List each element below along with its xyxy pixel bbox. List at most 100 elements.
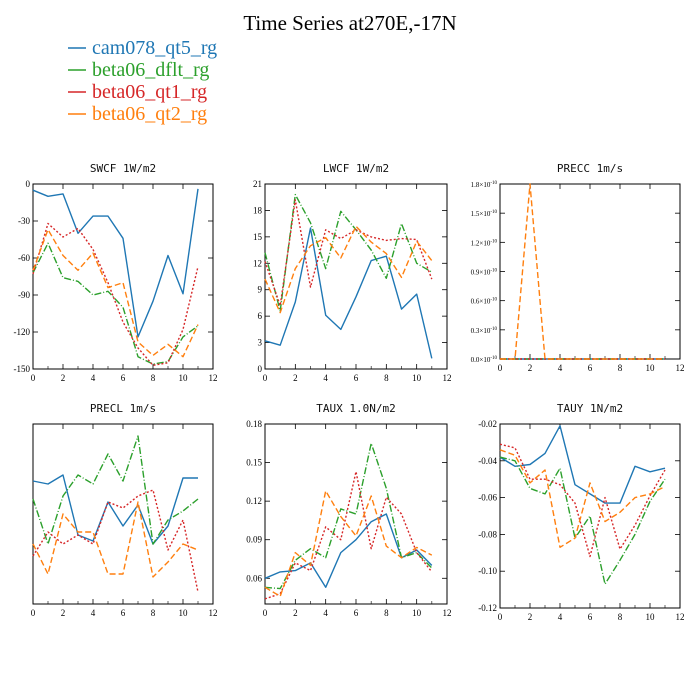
y-tick-exponent: -10 [490, 298, 497, 303]
y-tick-label: -0.08 [478, 529, 497, 539]
y-tick-label: 1.2×10-10 [471, 239, 498, 247]
y-tick-value: 0.3 [471, 327, 480, 335]
x-tick-label: 4 [91, 608, 96, 618]
x-tick-label: 0 [31, 608, 36, 618]
x-tick-label: 8 [151, 373, 156, 383]
x-tick-label: 8 [618, 363, 623, 373]
legend-label-cam078_qt5_rg: cam078_qt5_rg [92, 37, 217, 59]
y-tick-label: 0.6×10-10 [471, 298, 498, 306]
y-tick-label: -0.10 [478, 566, 497, 576]
y-tick-value: 0 [258, 364, 263, 374]
y-tick-label: 0.9×10-10 [471, 269, 498, 277]
x-tick-label: 4 [323, 608, 328, 618]
y-tick-value: 0.12 [246, 496, 262, 506]
y-tick-label: -0.04 [478, 456, 497, 466]
y-tick-label: -120 [14, 327, 31, 337]
series-line-cam078_qt5_rg [264, 227, 433, 359]
plot-frame [499, 183, 681, 360]
series-line-beta06_qt1_rg [499, 443, 666, 558]
series-line-beta06_qt2_rg [264, 225, 433, 314]
x-tick-label: 10 [179, 608, 189, 618]
y-tick-value: 0 [26, 179, 31, 189]
series-line-beta06_qt2_rg [499, 449, 666, 548]
y-tick-label: 0 [26, 179, 31, 189]
y-tick-multiplier: ×10 [479, 210, 490, 218]
y-tick-value: 1.8 [471, 181, 480, 189]
y-tick-value: -120 [14, 327, 31, 337]
x-tick-label: 4 [558, 612, 563, 622]
y-tick-value: 0.9 [471, 269, 480, 277]
y-tick-label: -90 [18, 290, 30, 300]
x-tick-label: 2 [293, 608, 298, 618]
panel-title: TAUX 1.0N/m2 [316, 402, 395, 415]
x-tick-label: 10 [179, 373, 189, 383]
y-tick-value: 1.5 [471, 210, 480, 218]
plot-frame [264, 423, 448, 605]
panel-5: TAUY 1N/m2 0 2 4 6 8 10 12 -0.02 -0.04 -0.06 -0.08 -… [478, 402, 684, 622]
series-line-beta06_qt2_rg [500, 183, 665, 360]
x-tick-label: 0 [263, 373, 268, 383]
x-tick-label: 4 [91, 373, 96, 383]
panel-title: LWCF 1W/m2 [323, 162, 389, 175]
y-tick-value: 1.2 [471, 239, 480, 247]
panel-1: LWCF 1W/m2 0 2 4 6 8 10 12 21 18 15 12 9 6 3 0 [253, 162, 452, 383]
x-tick-label: 2 [528, 612, 533, 622]
panel-2: PRECC 1m/s0 2 4 6 8 10 121.8×10-101.5×10-101.2… [471, 162, 685, 373]
y-tick-value: -0.10 [478, 566, 497, 576]
x-tick-label: 0 [263, 608, 268, 618]
x-tick-label: 10 [646, 612, 656, 622]
y-tick-multiplier: ×10 [479, 269, 490, 277]
x-tick-label: 2 [61, 608, 66, 618]
x-tick-label: 6 [354, 608, 359, 618]
y-tick-value: 3 [258, 338, 263, 348]
y-tick-value: 18 [253, 205, 263, 215]
series-line-beta06_qt2_rg [32, 228, 199, 358]
y-tick-label: -150 [14, 364, 31, 374]
x-tick-label: 6 [121, 608, 126, 618]
y-tick-value: 0.0 [471, 356, 480, 364]
y-tick-multiplier: ×10 [479, 298, 490, 306]
x-tick-label: 8 [384, 373, 389, 383]
y-tick-value: -0.04 [478, 456, 497, 466]
x-tick-label: 12 [676, 363, 685, 373]
y-tick-label: 1.5×10-10 [471, 210, 498, 218]
x-tick-label: 10 [412, 608, 422, 618]
panel-0: SWCF 1W/m2 0 2 4 6 8 10 12 0 -30 -60 -90 -120 -150 [14, 162, 218, 383]
y-tick-value: -60 [18, 253, 30, 263]
y-tick-value: -0.06 [478, 493, 497, 503]
y-tick-label: 6 [258, 311, 263, 321]
series-line-beta06_qt1_rg [264, 199, 433, 307]
y-tick-label: -0.06 [478, 493, 497, 503]
y-tick-value: -90 [18, 290, 30, 300]
x-tick-label: 0 [498, 612, 503, 622]
y-tick-label: 3 [258, 338, 263, 348]
series-line-beta06_qt2_rg [32, 501, 199, 578]
y-tick-label: 0.0×10-10 [471, 356, 498, 364]
x-tick-label: 10 [412, 373, 422, 383]
y-tick-label: 0 [258, 364, 263, 374]
y-tick-exponent: -10 [490, 356, 497, 361]
x-tick-label: 8 [618, 612, 623, 622]
y-tick-value: 9 [258, 285, 263, 295]
x-tick-label: 8 [384, 608, 389, 618]
y-tick-label: 0.09 [246, 535, 262, 545]
x-tick-label: 6 [588, 612, 593, 622]
y-tick-value: 21 [253, 179, 262, 189]
y-tick-label: -0.12 [478, 603, 497, 613]
x-tick-label: 2 [293, 373, 298, 383]
panel-3: PRECL 1m/s 0 2 4 6 8 10 12 [31, 402, 218, 618]
x-tick-label: 2 [61, 373, 66, 383]
y-tick-multiplier: ×10 [479, 239, 490, 247]
y-tick-exponent: -10 [490, 181, 497, 186]
y-tick-label: -0.02 [478, 419, 497, 429]
panel-4: TAUX 1.0N/m2 0 2 4 6 8 10 12 0.18 0.15 0.12 0.09 0.0… [246, 402, 451, 618]
y-tick-label: -30 [18, 216, 30, 226]
y-tick-value: 0.18 [246, 419, 262, 429]
panel-title: TAUY 1N/m2 [557, 402, 623, 415]
x-tick-label: 10 [646, 363, 656, 373]
plot-frame [499, 423, 681, 609]
panel-title: SWCF 1W/m2 [90, 162, 156, 175]
x-tick-label: 6 [121, 373, 126, 383]
y-tick-label: 0.15 [246, 458, 262, 468]
